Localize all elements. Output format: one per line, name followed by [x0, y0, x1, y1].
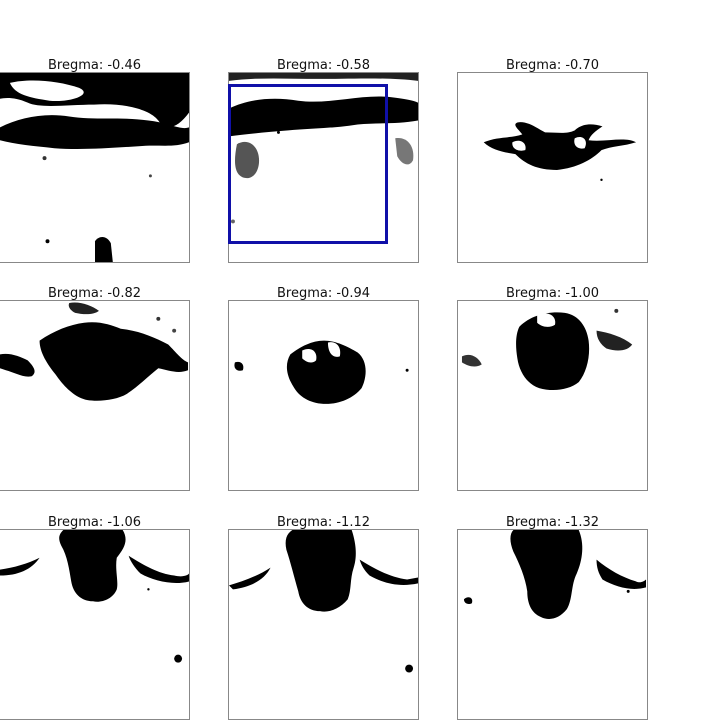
- binary-slice-image-7: [0, 530, 189, 663]
- binary-slice-image-9: [463, 530, 647, 619]
- bregma-panel-4[interactable]: [0, 300, 190, 491]
- selection-rectangle[interactable]: [228, 84, 388, 244]
- panel-title-3: Bregma: -0.70: [505, 58, 599, 73]
- bregma-panel-9[interactable]: [457, 529, 648, 720]
- panel-title-6: Bregma: -1.00: [505, 286, 599, 301]
- binary-slice-image-6: [461, 308, 633, 391]
- panel-title-9: Bregma: -1.32: [505, 515, 599, 530]
- bregma-panel-7[interactable]: [0, 529, 190, 720]
- binary-slice-image-8: [229, 530, 418, 673]
- panel-title-7: Bregma: -1.06: [47, 515, 141, 530]
- bregma-panel-5[interactable]: [228, 300, 419, 491]
- binary-slice-image-3: [483, 122, 637, 182]
- panel-title-2: Bregma: -0.58: [276, 58, 370, 73]
- binary-slice-image-1: [0, 73, 189, 262]
- binary-slice-image-5: [234, 340, 409, 404]
- bregma-panel-8[interactable]: [228, 529, 419, 720]
- bregma-panel-1[interactable]: [0, 72, 190, 263]
- panel-title-1: Bregma: -0.46: [47, 58, 141, 73]
- panel-title-4: Bregma: -0.82: [47, 286, 141, 301]
- panel-title-5: Bregma: -0.94: [276, 286, 370, 301]
- bregma-panel-6[interactable]: [457, 300, 648, 491]
- panel-title-8: Bregma: -1.12: [276, 515, 370, 530]
- binary-slice-image-2: [229, 73, 418, 224]
- binary-slice-image-4: [0, 302, 189, 401]
- bregma-panel-3[interactable]: [457, 72, 648, 263]
